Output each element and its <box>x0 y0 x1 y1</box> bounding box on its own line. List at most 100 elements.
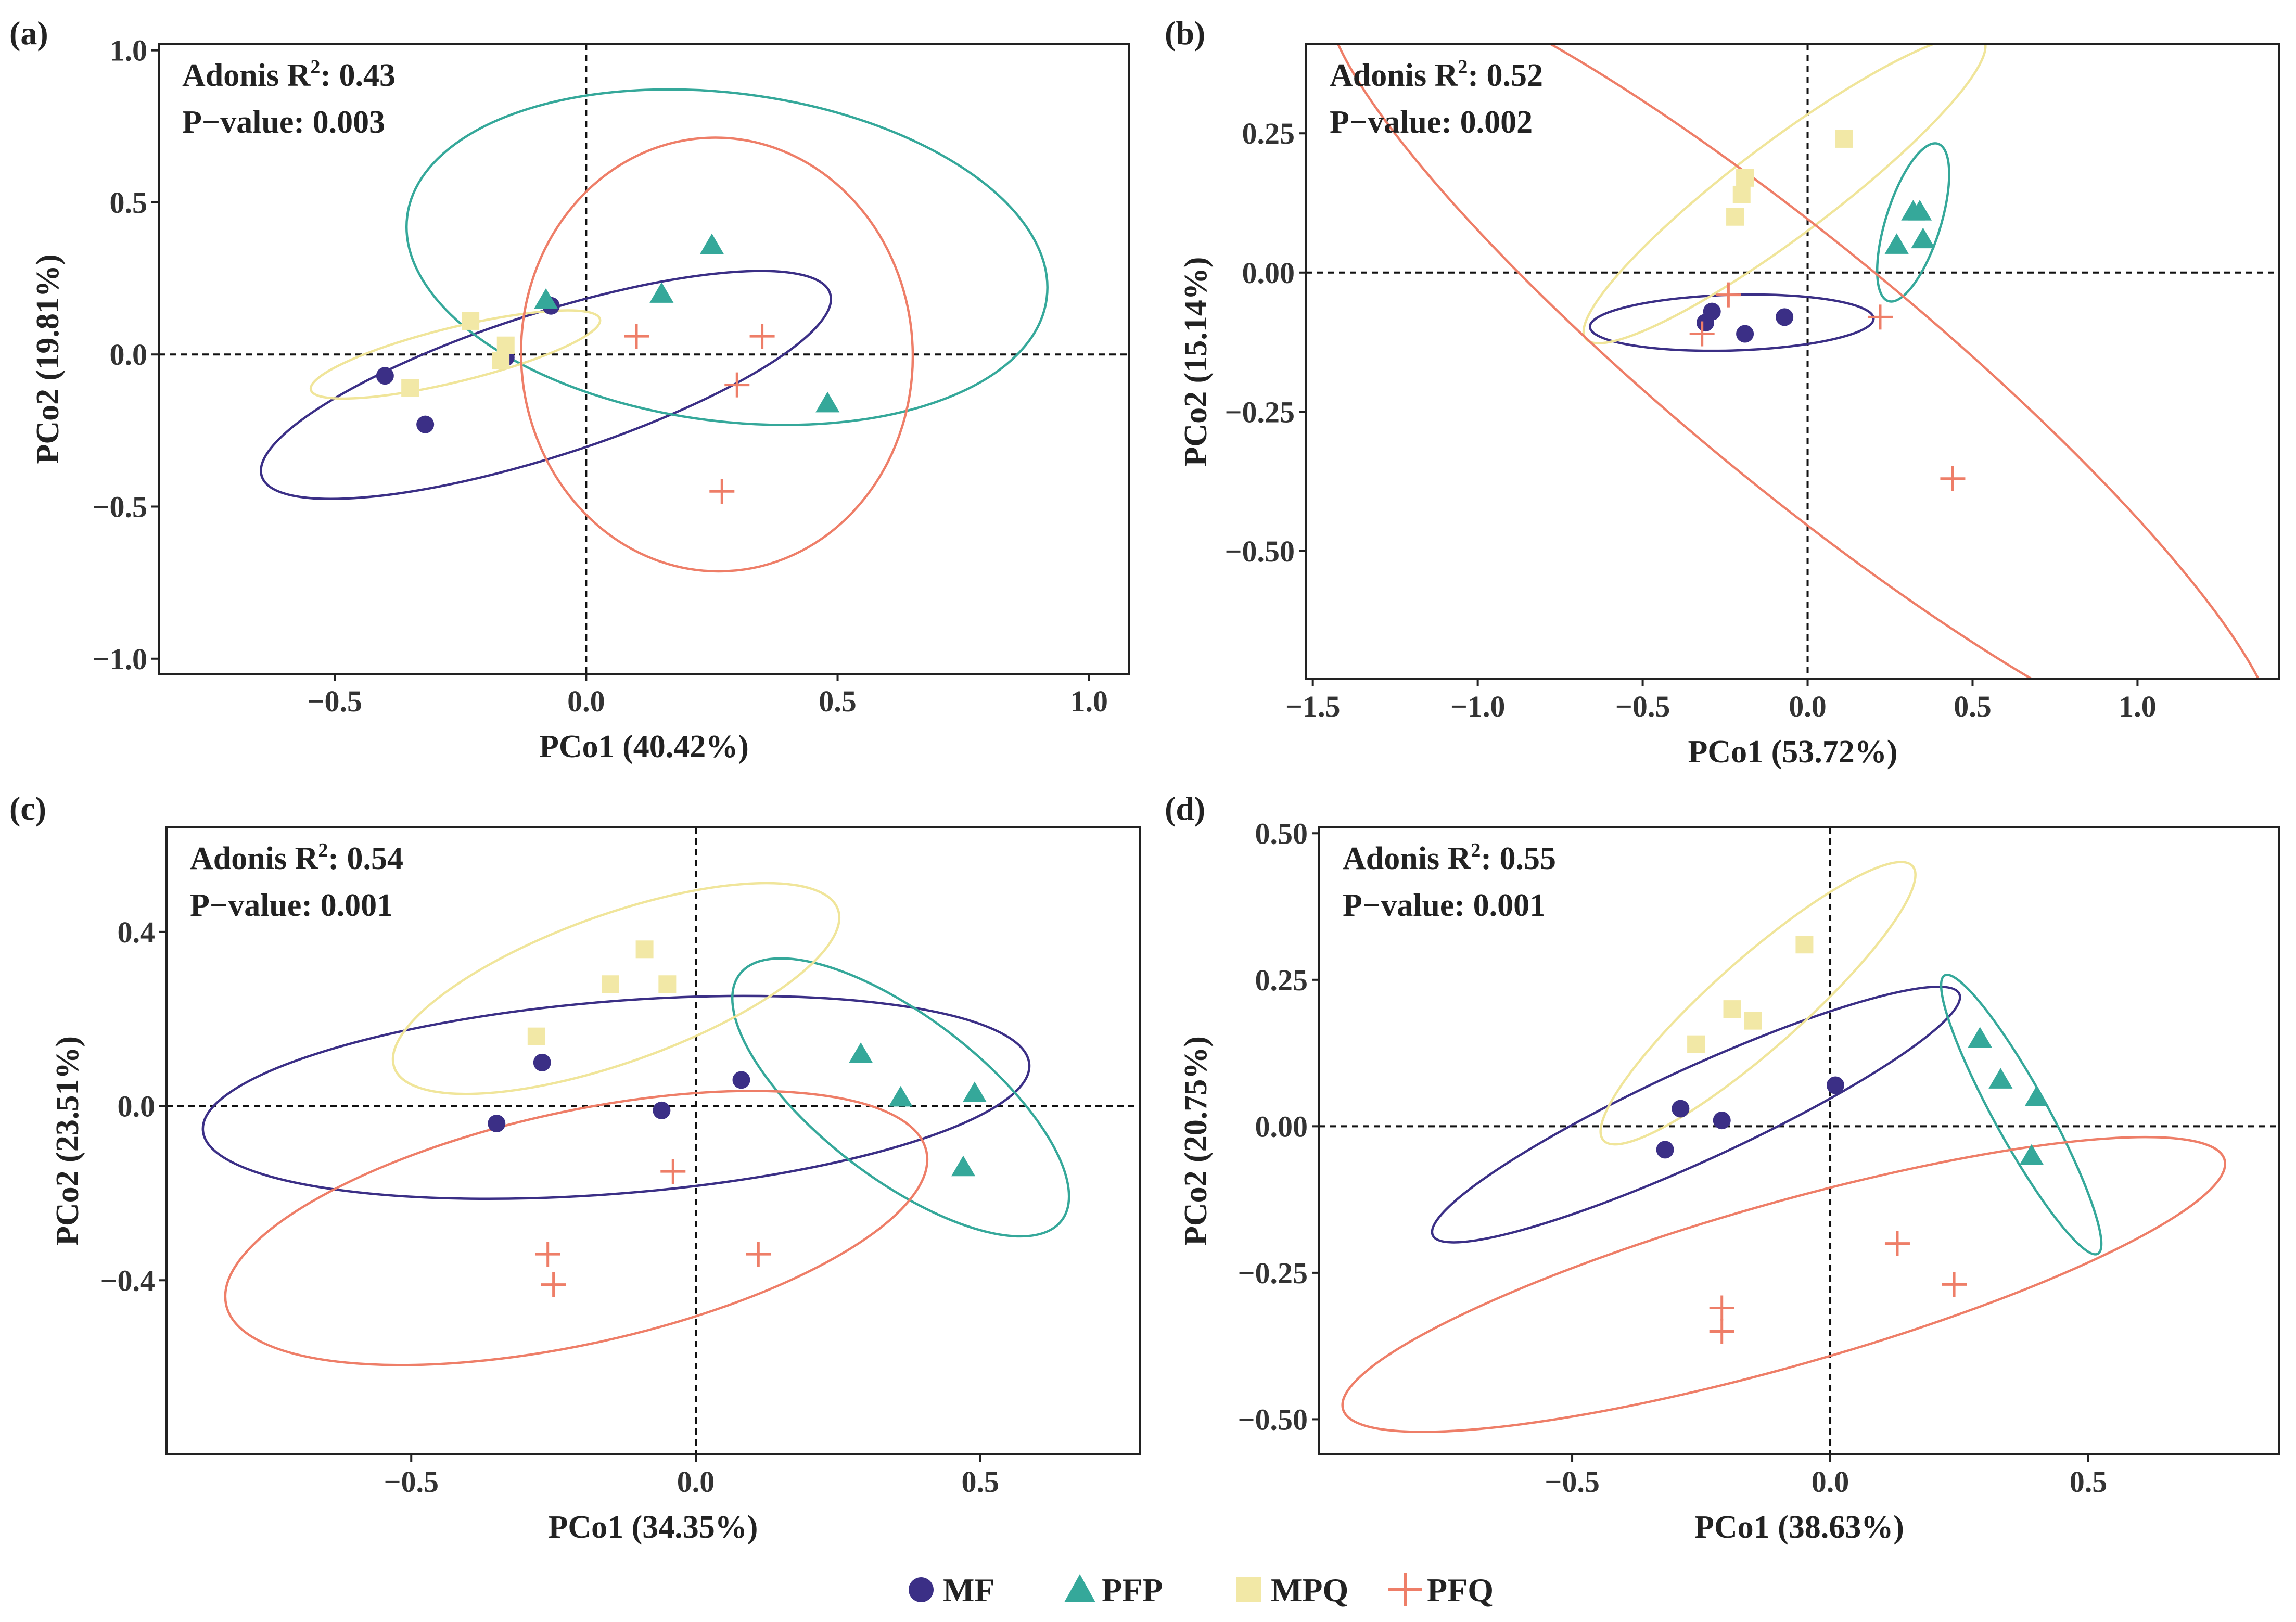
mpq-series <box>401 312 515 397</box>
pfp-point <box>1884 233 1909 254</box>
x-tick-label: 0.0 <box>677 1465 715 1499</box>
mpq-point <box>401 379 419 397</box>
pfq-point <box>1884 1231 1910 1256</box>
panel-c: (c) −0.5 0.0 0.5 −0.4 0.0 0.4 PCo1 (34.35%) PCo2… <box>9 790 1141 1545</box>
mf-point <box>1703 302 1721 321</box>
panel-b: (b) −1.5 −1.0 −0.5 0.0 0.5 1.0 −0.50 −0.25 0.00 0.… <box>1165 15 2280 770</box>
pfq-point <box>746 1242 771 1267</box>
pfq-point <box>660 1159 686 1184</box>
mpq-point <box>1726 208 1744 226</box>
mpq-point <box>1736 169 1754 187</box>
mpq-point <box>462 312 480 330</box>
y-axis-title: PCo2 (15.14%) <box>1178 257 1214 467</box>
pfp-point <box>888 1085 913 1107</box>
x-tick-label: −0.5 <box>307 684 362 718</box>
mf-point <box>376 367 394 385</box>
pfq-point <box>1867 304 1893 330</box>
mf-ellipse <box>260 270 832 500</box>
mf-point <box>653 1101 671 1119</box>
pfp-series <box>849 1042 987 1177</box>
y-tick-label: 0.0 <box>110 338 148 372</box>
panel-label: (d) <box>1165 790 1205 827</box>
x-tick-label: −1.5 <box>1285 689 1341 723</box>
pfp-series <box>1884 200 1935 254</box>
x-tick-label: −1.0 <box>1450 689 1506 723</box>
mf-point <box>1656 1141 1674 1159</box>
legend-square-marker <box>1236 1577 1261 1602</box>
pfp-series <box>1968 1027 2049 1165</box>
pfq-series <box>624 324 775 504</box>
pfq-point <box>749 324 775 349</box>
y-tick-label: 0.00 <box>1242 256 1295 290</box>
x-tick-label: 0.5 <box>2070 1465 2108 1499</box>
p-value: P−value: 0.001 <box>1343 888 1546 923</box>
mf-point <box>1672 1100 1690 1118</box>
mpq-point <box>1795 936 1814 954</box>
legend: MF PFP MPQ PFQ <box>909 1572 1494 1608</box>
mpq-point <box>601 975 619 993</box>
pfq-series <box>1689 282 1966 491</box>
x-axis-title: PCo1 (40.42%) <box>539 729 749 764</box>
y-tick-label: −0.25 <box>1224 395 1295 429</box>
y-tick-label: −0.50 <box>1238 1402 1308 1436</box>
pfq-point <box>724 372 750 398</box>
plot-area <box>167 827 1140 1454</box>
pfp-ellipse <box>731 957 1070 1238</box>
legend-label: PFQ <box>1427 1572 1494 1608</box>
mf-point <box>732 1071 750 1089</box>
pfq-point <box>709 479 735 504</box>
y-tick-label: −0.50 <box>1224 534 1295 568</box>
x-axis-title: PCo1 (38.63%) <box>1694 1510 1904 1545</box>
panel-a: (a) −0.5 0.0 0.5 1.0 −1.0 −0.5 0.0 0.5 1.0 PCo1 (4… <box>9 15 1130 764</box>
mpq-point <box>1744 1012 1762 1030</box>
mpq-point <box>1687 1035 1705 1053</box>
pfp-ellipse <box>405 88 1049 426</box>
plot-area <box>159 44 1129 674</box>
pfp-point <box>1907 200 1932 221</box>
mpq-series <box>1726 130 1853 226</box>
x-tick-label: 0.5 <box>962 1465 1000 1499</box>
mf-point <box>1736 325 1754 343</box>
legend-item-mpq: MPQ <box>1236 1572 1348 1608</box>
mpq-ellipse <box>391 882 841 1095</box>
x-axis-title: PCo1 (34.35%) <box>549 1510 758 1545</box>
p-value: P−value: 0.001 <box>190 888 393 923</box>
pfq-ellipse <box>1341 1135 2227 1433</box>
x-tick-label: 1.0 <box>1070 684 1108 718</box>
pfp-point <box>2019 1144 2044 1165</box>
mpq-point <box>492 351 510 369</box>
mf-ellipse <box>201 994 1031 1200</box>
pfq-point <box>1716 282 1741 308</box>
pfp-point <box>951 1155 976 1177</box>
pfp-point <box>1911 227 1935 249</box>
x-tick-label: 1.0 <box>2119 689 2157 723</box>
pfp-point <box>699 233 724 254</box>
pfq-ellipse <box>1325 44 2277 679</box>
pfq-point <box>1689 321 1715 347</box>
plot-area <box>1306 44 2279 679</box>
pfp-point <box>533 288 558 309</box>
y-tick-label: 0.00 <box>1255 1109 1308 1143</box>
pfp-ellipse <box>1876 142 1950 303</box>
legend-triangle-marker <box>1064 1574 1095 1602</box>
legend-label: MPQ <box>1271 1572 1348 1608</box>
adonis-r2: Adonis R2: 0.43 <box>182 56 396 93</box>
x-tick-label: −0.5 <box>384 1465 439 1499</box>
mpq-point <box>496 336 515 354</box>
legend-label: MF <box>943 1572 995 1608</box>
mf-series <box>488 1053 750 1133</box>
mf-point <box>416 415 435 433</box>
x-tick-label: 0.5 <box>1954 689 1992 723</box>
pfp-point <box>1968 1027 1992 1048</box>
y-tick-label: −0.5 <box>92 490 147 524</box>
y-tick-label: 0.25 <box>1242 117 1295 150</box>
plot-frame <box>1305 43 2280 680</box>
adonis-r2: Adonis R2: 0.55 <box>1343 839 1556 876</box>
mpq-series <box>527 940 677 1045</box>
p-value: P−value: 0.003 <box>182 105 385 140</box>
pfp-point <box>849 1042 873 1063</box>
y-tick-label: −1.0 <box>92 642 147 676</box>
pfq-ellipse <box>224 1090 929 1366</box>
pfq-point <box>624 324 649 349</box>
